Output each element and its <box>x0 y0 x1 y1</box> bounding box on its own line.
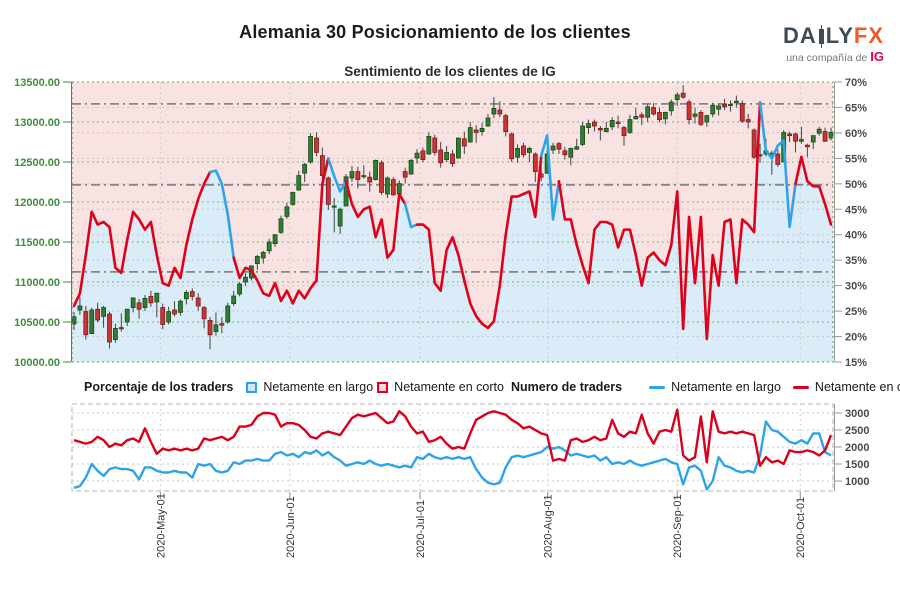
net-short-percent-label: Netamente en corto <box>394 380 504 394</box>
svg-text:1000: 1000 <box>845 476 869 488</box>
svg-text:10500.00: 10500.00 <box>14 317 60 329</box>
logo-tagline: una compañía de IG <box>786 49 884 65</box>
svg-text:2500: 2500 <box>845 425 869 437</box>
svg-text:11500.00: 11500.00 <box>15 237 60 249</box>
svg-text:12500.00: 12500.00 <box>14 157 60 169</box>
page-title: Alemania 30 Posicionamiento de los clien… <box>239 22 631 42</box>
svg-text:60%: 60% <box>845 128 867 140</box>
svg-text:70%: 70% <box>845 77 867 89</box>
svg-text:3000: 3000 <box>845 408 869 420</box>
net-long-swatch-icon <box>246 381 258 393</box>
svg-text:11000.00: 11000.00 <box>15 277 60 289</box>
svg-text:2020-Aug-01: 2020-Aug-01 <box>543 494 555 558</box>
logo-text-fx: FX <box>853 23 884 48</box>
svg-text:30%: 30% <box>845 281 867 293</box>
svg-text:50%: 50% <box>845 179 867 191</box>
net-short-traders-label: Netamente en corto <box>814 380 900 394</box>
net-short-swatch-icon <box>377 381 389 393</box>
legend-group-percent-title: Porcentaje de los traders <box>84 380 234 394</box>
svg-text:20%: 20% <box>845 332 867 344</box>
svg-text:40%: 40% <box>845 230 867 242</box>
svg-text:13500.00: 13500.00 <box>14 77 60 89</box>
net-short-line-icon <box>792 385 809 389</box>
logo-text-ly: LY <box>825 23 854 48</box>
svg-text:10000.00: 10000.00 <box>14 357 60 369</box>
net-long-traders-label: Netamente en largo <box>671 380 781 394</box>
net-short-traders-line <box>73 408 833 467</box>
net-long-traders-line <box>73 420 832 491</box>
svg-text:13000.00: 13000.00 <box>14 117 60 129</box>
x-axis: 2020-May-01 2020-Jun-01 2020-Jul-01 2020-Au… <box>155 492 807 558</box>
dailyfx-wordmark: DA LY FX <box>783 23 884 48</box>
svg-text:2020-Jun-01: 2020-Jun-01 <box>285 496 297 558</box>
svg-text:1500: 1500 <box>845 459 869 471</box>
svg-text:65%: 65% <box>845 102 867 114</box>
chart-title: Sentimiento de los clientes de IG <box>344 64 556 79</box>
dailyfx-logo: DA LY FX una compañía de IG <box>783 23 884 65</box>
svg-text:35%: 35% <box>845 255 867 267</box>
sentiment-line <box>72 101 833 341</box>
svg-text:15%: 15% <box>845 357 867 369</box>
svg-text:2000: 2000 <box>845 442 869 454</box>
svg-text:2020-Sep-01: 2020-Sep-01 <box>672 494 684 558</box>
legend: Porcentaje de los traders Netamente en l… <box>84 380 900 394</box>
svg-text:55%: 55% <box>845 153 867 165</box>
sentiment-backgrounds <box>72 82 833 362</box>
svg-text:2020-Oct-01: 2020-Oct-01 <box>795 497 807 558</box>
net-long-percent-label: Netamente en largo <box>263 380 374 394</box>
svg-text:12000.00: 12000.00 <box>14 197 60 209</box>
svg-text:45%: 45% <box>845 204 867 216</box>
candlestick-i-icon <box>818 24 824 48</box>
logo-text-da: DA <box>783 23 817 48</box>
ig-logo: IG <box>870 49 884 65</box>
net-long-line-icon <box>649 385 666 389</box>
svg-text:2020-Jul-01: 2020-Jul-01 <box>415 500 427 558</box>
legend-group-number-title: Numero de traders <box>510 380 623 394</box>
main-axes: 13500.00 13000.00 12500.00 12000.00 11500.00… <box>14 77 867 369</box>
svg-text:25%: 25% <box>845 306 867 318</box>
svg-text:2020-May-01: 2020-May-01 <box>155 493 167 558</box>
